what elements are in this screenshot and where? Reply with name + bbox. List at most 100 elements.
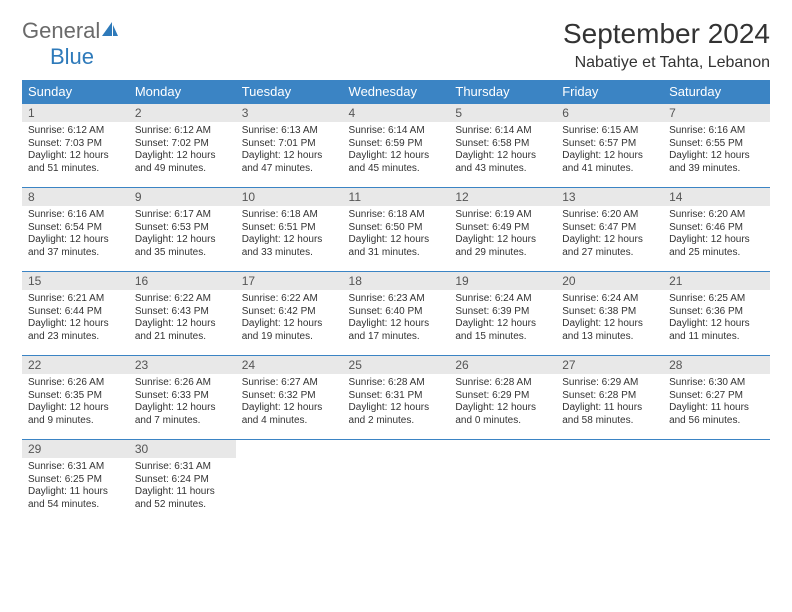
day-body: Sunrise: 6:23 AMSunset: 6:40 PMDaylight:… <box>343 290 450 346</box>
day-line: Daylight: 12 hours <box>135 402 230 415</box>
day-line: Sunrise: 6:19 AM <box>455 209 550 222</box>
location: Nabatiye et Tahta, Lebanon <box>563 54 770 72</box>
day-line: Sunrise: 6:13 AM <box>242 125 337 138</box>
day-body: Sunrise: 6:27 AMSunset: 6:32 PMDaylight:… <box>236 374 343 430</box>
calendar-cell: .. <box>663 440 770 524</box>
day-body: Sunrise: 6:22 AMSunset: 6:43 PMDaylight:… <box>129 290 236 346</box>
day-line: and 2 minutes. <box>349 415 444 428</box>
calendar-table: SundayMondayTuesdayWednesdayThursdayFrid… <box>22 80 770 524</box>
day-body: Sunrise: 6:29 AMSunset: 6:28 PMDaylight:… <box>556 374 663 430</box>
day-number: 15 <box>22 272 129 290</box>
calendar-cell: 8Sunrise: 6:16 AMSunset: 6:54 PMDaylight… <box>22 188 129 272</box>
day-line: Daylight: 12 hours <box>28 234 123 247</box>
calendar-cell: 25Sunrise: 6:28 AMSunset: 6:31 PMDayligh… <box>343 356 450 440</box>
day-number: 6 <box>556 104 663 122</box>
day-line: and 15 minutes. <box>455 331 550 344</box>
weekday-header: Saturday <box>663 80 770 104</box>
weekday-header: Wednesday <box>343 80 450 104</box>
day-line: Sunset: 7:03 PM <box>28 138 123 151</box>
day-number: 7 <box>663 104 770 122</box>
day-line: Daylight: 12 hours <box>669 150 764 163</box>
day-line: Daylight: 11 hours <box>28 486 123 499</box>
calendar-cell: 14Sunrise: 6:20 AMSunset: 6:46 PMDayligh… <box>663 188 770 272</box>
header: General Blue September 2024 Nabatiye et … <box>22 18 770 72</box>
day-line: Sunset: 6:58 PM <box>455 138 550 151</box>
day-number: 23 <box>129 356 236 374</box>
day-line: Daylight: 12 hours <box>135 150 230 163</box>
day-line: Sunset: 6:55 PM <box>669 138 764 151</box>
day-number: 20 <box>556 272 663 290</box>
day-line: Sunrise: 6:31 AM <box>28 461 123 474</box>
day-line: Sunrise: 6:21 AM <box>28 293 123 306</box>
day-body: Sunrise: 6:31 AMSunset: 6:24 PMDaylight:… <box>129 458 236 514</box>
day-body: Sunrise: 6:22 AMSunset: 6:42 PMDaylight:… <box>236 290 343 346</box>
calendar-cell: .. <box>236 440 343 524</box>
day-line: Sunset: 6:50 PM <box>349 222 444 235</box>
day-number: 26 <box>449 356 556 374</box>
calendar-cell: 19Sunrise: 6:24 AMSunset: 6:39 PMDayligh… <box>449 272 556 356</box>
day-line: and 7 minutes. <box>135 415 230 428</box>
day-line: and 25 minutes. <box>669 247 764 260</box>
day-line: and 4 minutes. <box>242 415 337 428</box>
day-body: Sunrise: 6:14 AMSunset: 6:58 PMDaylight:… <box>449 122 556 178</box>
day-line: Daylight: 12 hours <box>28 150 123 163</box>
day-line: Sunrise: 6:20 AM <box>669 209 764 222</box>
calendar-cell: 22Sunrise: 6:26 AMSunset: 6:35 PMDayligh… <box>22 356 129 440</box>
day-line: and 51 minutes. <box>28 163 123 176</box>
calendar-cell: 4Sunrise: 6:14 AMSunset: 6:59 PMDaylight… <box>343 104 450 188</box>
day-line: and 35 minutes. <box>135 247 230 260</box>
day-line: Sunrise: 6:15 AM <box>562 125 657 138</box>
day-line: Sunrise: 6:24 AM <box>562 293 657 306</box>
day-line: Sunset: 6:24 PM <box>135 474 230 487</box>
calendar-cell: 1Sunrise: 6:12 AMSunset: 7:03 PMDaylight… <box>22 104 129 188</box>
day-line: Daylight: 12 hours <box>242 234 337 247</box>
day-line: Daylight: 12 hours <box>349 150 444 163</box>
logo: General Blue <box>22 18 120 70</box>
day-line: and 45 minutes. <box>349 163 444 176</box>
day-line: Sunset: 6:31 PM <box>349 390 444 403</box>
day-body: Sunrise: 6:18 AMSunset: 6:50 PMDaylight:… <box>343 206 450 262</box>
day-number: 2 <box>129 104 236 122</box>
day-line: Sunrise: 6:28 AM <box>455 377 550 390</box>
calendar-cell: 9Sunrise: 6:17 AMSunset: 6:53 PMDaylight… <box>129 188 236 272</box>
day-line: Sunrise: 6:16 AM <box>669 125 764 138</box>
day-body: Sunrise: 6:25 AMSunset: 6:36 PMDaylight:… <box>663 290 770 346</box>
logo-text-general: General <box>22 18 100 43</box>
day-body: Sunrise: 6:19 AMSunset: 6:49 PMDaylight:… <box>449 206 556 262</box>
day-line: and 43 minutes. <box>455 163 550 176</box>
weekday-header: Thursday <box>449 80 556 104</box>
day-line: and 17 minutes. <box>349 331 444 344</box>
day-number: 9 <box>129 188 236 206</box>
day-body: Sunrise: 6:13 AMSunset: 7:01 PMDaylight:… <box>236 122 343 178</box>
calendar-cell: 17Sunrise: 6:22 AMSunset: 6:42 PMDayligh… <box>236 272 343 356</box>
day-line: and 19 minutes. <box>242 331 337 344</box>
day-line: Sunset: 6:27 PM <box>669 390 764 403</box>
calendar-cell: 16Sunrise: 6:22 AMSunset: 6:43 PMDayligh… <box>129 272 236 356</box>
day-line: Daylight: 12 hours <box>669 234 764 247</box>
day-line: Sunset: 6:42 PM <box>242 306 337 319</box>
day-line: Sunset: 7:02 PM <box>135 138 230 151</box>
weekday-header: Friday <box>556 80 663 104</box>
calendar-cell: 5Sunrise: 6:14 AMSunset: 6:58 PMDaylight… <box>449 104 556 188</box>
day-line: Daylight: 12 hours <box>349 318 444 331</box>
calendar-cell: 12Sunrise: 6:19 AMSunset: 6:49 PMDayligh… <box>449 188 556 272</box>
day-line: and 0 minutes. <box>455 415 550 428</box>
day-line: Daylight: 12 hours <box>562 318 657 331</box>
calendar-cell: 2Sunrise: 6:12 AMSunset: 7:02 PMDaylight… <box>129 104 236 188</box>
day-line: Sunrise: 6:17 AM <box>135 209 230 222</box>
day-line: and 33 minutes. <box>242 247 337 260</box>
day-number: 10 <box>236 188 343 206</box>
calendar-cell: 20Sunrise: 6:24 AMSunset: 6:38 PMDayligh… <box>556 272 663 356</box>
day-line: Sunrise: 6:24 AM <box>455 293 550 306</box>
day-line: and 37 minutes. <box>28 247 123 260</box>
day-line: Daylight: 12 hours <box>135 318 230 331</box>
day-number: 8 <box>22 188 129 206</box>
day-line: and 9 minutes. <box>28 415 123 428</box>
calendar-cell: .. <box>556 440 663 524</box>
day-body: Sunrise: 6:26 AMSunset: 6:35 PMDaylight:… <box>22 374 129 430</box>
calendar-cell: 24Sunrise: 6:27 AMSunset: 6:32 PMDayligh… <box>236 356 343 440</box>
day-line: Sunrise: 6:16 AM <box>28 209 123 222</box>
day-line: Sunrise: 6:14 AM <box>455 125 550 138</box>
day-line: Sunset: 6:29 PM <box>455 390 550 403</box>
day-body: Sunrise: 6:12 AMSunset: 7:03 PMDaylight:… <box>22 122 129 178</box>
